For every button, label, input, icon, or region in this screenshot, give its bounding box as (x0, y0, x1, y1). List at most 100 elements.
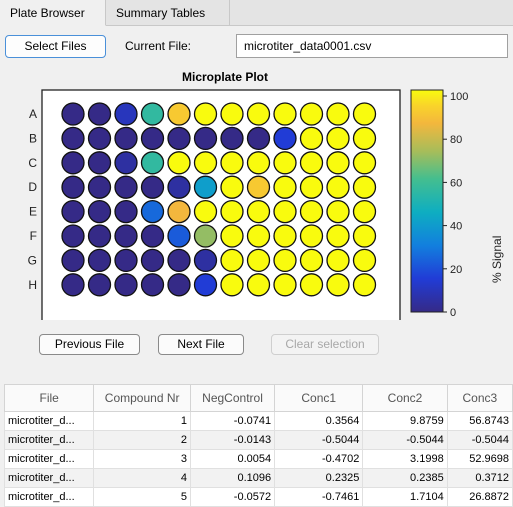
well[interactable] (273, 102, 297, 126)
well[interactable] (352, 199, 377, 224)
well[interactable] (299, 102, 324, 126)
well[interactable] (246, 175, 271, 199)
well[interactable] (220, 199, 244, 224)
well[interactable] (193, 151, 218, 175)
well[interactable] (61, 151, 85, 175)
column-header[interactable]: File (3, 384, 95, 412)
well[interactable] (326, 102, 350, 126)
well[interactable] (352, 273, 377, 297)
well[interactable] (220, 248, 244, 273)
well[interactable] (220, 224, 244, 248)
well[interactable] (193, 175, 218, 199)
well[interactable] (87, 199, 112, 224)
well[interactable] (352, 102, 377, 126)
well[interactable] (273, 248, 297, 273)
well[interactable] (299, 175, 324, 199)
well[interactable] (352, 175, 377, 199)
well[interactable] (167, 175, 191, 199)
well[interactable] (246, 248, 271, 273)
tab-plate-browser[interactable]: Plate Browser (0, 0, 106, 26)
well[interactable] (193, 126, 218, 151)
well[interactable] (220, 175, 244, 199)
well[interactable] (87, 126, 112, 151)
column-header[interactable]: Compound Nr (93, 384, 191, 412)
well[interactable] (352, 151, 377, 175)
well[interactable] (273, 273, 297, 297)
well[interactable] (167, 248, 191, 273)
well[interactable] (61, 248, 85, 273)
column-header[interactable]: Conc1 (274, 384, 364, 412)
well[interactable] (114, 175, 138, 199)
well[interactable] (140, 199, 165, 224)
table-row[interactable]: microtiter_d... 3 0.0054 -0.4702 3.1998 … (3, 449, 513, 469)
well[interactable] (246, 102, 271, 126)
well[interactable] (167, 199, 191, 224)
well[interactable] (193, 102, 218, 126)
well[interactable] (87, 175, 112, 199)
well[interactable] (273, 175, 297, 199)
well[interactable] (352, 224, 377, 248)
well[interactable] (246, 224, 271, 248)
well[interactable] (61, 102, 85, 126)
well[interactable] (246, 126, 271, 151)
table-row[interactable]: microtiter_d... 5 -0.0572 -0.7461 1.7104… (3, 487, 513, 507)
well[interactable] (220, 126, 244, 151)
well[interactable] (326, 273, 350, 297)
column-header[interactable]: Conc3 (446, 384, 513, 412)
well[interactable] (61, 175, 85, 199)
well[interactable] (114, 126, 138, 151)
well[interactable] (299, 224, 324, 248)
well[interactable] (326, 175, 350, 199)
current-file-field[interactable]: microtiter_data0001.csv (236, 34, 508, 58)
column-header[interactable]: NegControl (189, 384, 276, 412)
well[interactable] (273, 126, 297, 151)
well[interactable] (140, 102, 165, 126)
well[interactable] (326, 151, 350, 175)
well[interactable] (352, 248, 377, 273)
well[interactable] (167, 224, 191, 248)
well[interactable] (61, 273, 85, 297)
well[interactable] (140, 248, 165, 273)
well[interactable] (87, 102, 112, 126)
well[interactable] (114, 273, 138, 297)
well[interactable] (167, 151, 191, 175)
well[interactable] (114, 224, 138, 248)
well[interactable] (326, 126, 350, 151)
well[interactable] (114, 151, 138, 175)
well[interactable] (246, 151, 271, 175)
well[interactable] (220, 273, 244, 297)
column-header[interactable]: Conc2 (362, 384, 448, 412)
well[interactable] (220, 102, 244, 126)
well[interactable] (140, 126, 165, 151)
well[interactable] (140, 151, 165, 175)
well[interactable] (87, 273, 112, 297)
well[interactable] (326, 248, 350, 273)
well[interactable] (273, 151, 297, 175)
well[interactable] (87, 248, 112, 273)
well[interactable] (352, 126, 377, 151)
tab-summary-tables[interactable]: Summary Tables (106, 0, 230, 26)
well[interactable] (246, 273, 271, 297)
well[interactable] (61, 224, 85, 248)
table-row[interactable]: microtiter_d... 4 0.1096 0.2325 0.2385 0… (3, 468, 513, 488)
well[interactable] (167, 102, 191, 126)
well[interactable] (326, 199, 350, 224)
well[interactable] (167, 126, 191, 151)
well[interactable] (114, 248, 138, 273)
well[interactable] (193, 273, 218, 297)
well[interactable] (299, 126, 324, 151)
well[interactable] (140, 273, 165, 297)
well[interactable] (193, 199, 218, 224)
well[interactable] (299, 273, 324, 297)
next-file-button[interactable]: Next File (158, 334, 244, 355)
well[interactable] (114, 102, 138, 126)
well[interactable] (193, 248, 218, 273)
well[interactable] (273, 199, 297, 224)
well[interactable] (87, 151, 112, 175)
well[interactable] (114, 199, 138, 224)
well[interactable] (167, 273, 191, 297)
well[interactable] (299, 151, 324, 175)
well[interactable] (140, 175, 165, 199)
well[interactable] (220, 151, 244, 175)
